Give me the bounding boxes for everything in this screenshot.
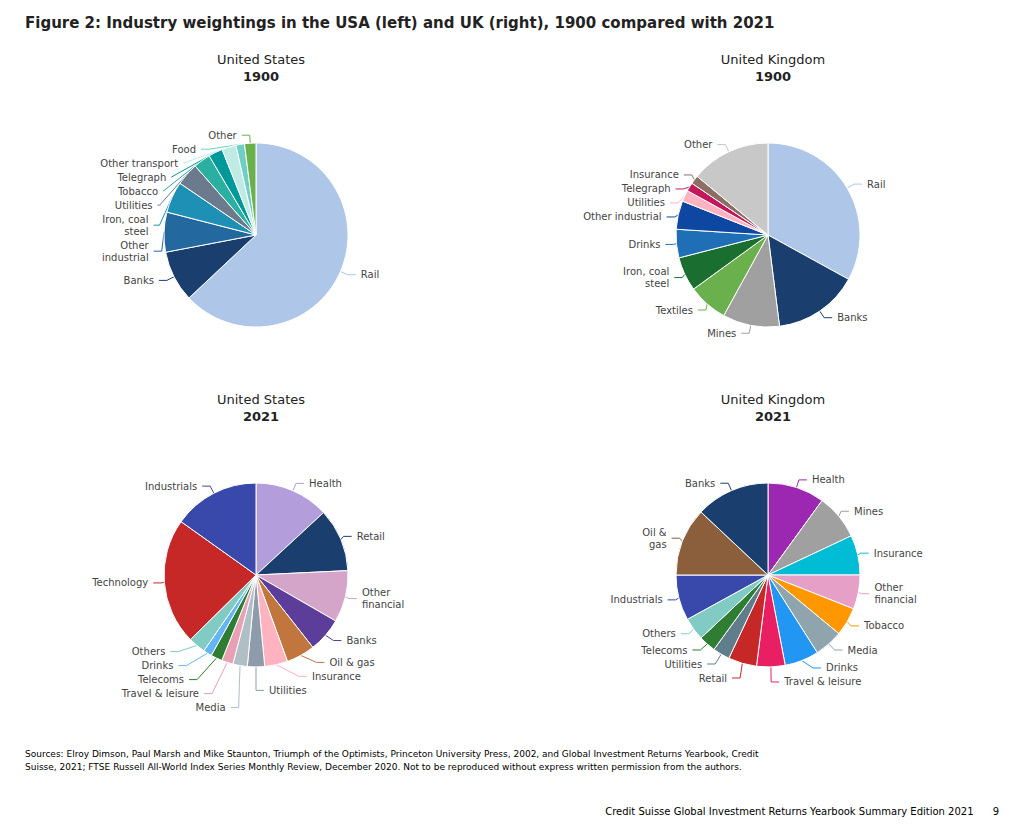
svg-text:Textiles: Textiles: [655, 305, 693, 316]
svg-text:Other: Other: [120, 240, 149, 251]
svg-text:steel: steel: [124, 226, 148, 237]
svg-text:financial: financial: [362, 599, 404, 610]
svg-text:Telegraph: Telegraph: [116, 172, 166, 183]
svg-text:Insurance: Insurance: [312, 671, 361, 682]
svg-text:financial: financial: [874, 594, 916, 605]
svg-text:Other: Other: [362, 587, 391, 598]
svg-text:Health: Health: [309, 478, 342, 489]
svg-text:Tobacco: Tobacco: [117, 186, 158, 197]
svg-text:steel: steel: [645, 278, 669, 289]
svg-text:Industrials: Industrials: [145, 481, 197, 492]
svg-text:gas: gas: [649, 539, 667, 550]
svg-text:United States: United States: [217, 392, 305, 407]
svg-text:Rail: Rail: [361, 269, 379, 280]
svg-text:Utilities: Utilities: [115, 200, 153, 211]
svg-text:Travel & leisure: Travel & leisure: [121, 688, 199, 699]
svg-text:Banks: Banks: [837, 312, 867, 323]
svg-text:United Kingdom: United Kingdom: [721, 392, 825, 407]
svg-text:Insurance: Insurance: [874, 548, 923, 559]
svg-text:Drinks: Drinks: [826, 662, 858, 673]
svg-text:Sources: Elroy Dimson, Paul Ma: Sources: Elroy Dimson, Paul Marsh and Mi…: [25, 749, 759, 759]
svg-text:Retail: Retail: [699, 673, 727, 684]
svg-text:Iron, coal: Iron, coal: [102, 214, 148, 225]
svg-text:Other: Other: [208, 130, 237, 141]
svg-text:Tobacco: Tobacco: [863, 620, 904, 631]
svg-text:2021: 2021: [243, 409, 279, 424]
svg-text:Telecoms: Telecoms: [137, 674, 184, 685]
svg-text:Banks: Banks: [124, 275, 154, 286]
svg-text:Credit Suisse Global Investmen: Credit Suisse Global Investment Returns …: [605, 806, 999, 817]
svg-text:Other transport: Other transport: [100, 158, 178, 169]
svg-text:Other industrial: Other industrial: [583, 211, 661, 222]
svg-text:Rail: Rail: [867, 179, 885, 190]
svg-text:Other: Other: [874, 582, 903, 593]
svg-text:Food: Food: [172, 144, 196, 155]
svg-text:2021: 2021: [755, 409, 791, 424]
svg-text:Insurance: Insurance: [630, 169, 679, 180]
svg-text:Media: Media: [196, 702, 226, 713]
svg-text:Oil &: Oil &: [642, 527, 667, 538]
svg-text:Mines: Mines: [707, 328, 736, 339]
svg-text:Media: Media: [848, 645, 878, 656]
svg-text:Utilities: Utilities: [665, 659, 703, 670]
svg-text:Oil & gas: Oil & gas: [329, 657, 374, 668]
svg-text:Others: Others: [132, 646, 166, 657]
svg-text:Iron, coal: Iron, coal: [623, 266, 669, 277]
svg-text:Health: Health: [812, 474, 845, 485]
svg-text:Utilities: Utilities: [269, 685, 307, 696]
svg-text:Telecoms: Telecoms: [640, 645, 687, 656]
svg-text:Drinks: Drinks: [141, 660, 173, 671]
svg-text:Banks: Banks: [346, 635, 376, 646]
svg-text:1900: 1900: [755, 69, 791, 84]
svg-text:Industrials: Industrials: [611, 594, 663, 605]
svg-text:1900: 1900: [243, 69, 279, 84]
svg-text:Others: Others: [642, 628, 676, 639]
svg-text:Other: Other: [684, 139, 713, 150]
svg-text:Mines: Mines: [854, 506, 883, 517]
svg-text:Technology: Technology: [91, 577, 148, 588]
svg-text:Travel & leisure: Travel & leisure: [783, 676, 861, 687]
svg-text:United Kingdom: United Kingdom: [721, 52, 825, 67]
svg-text:Utilities: Utilities: [627, 197, 665, 208]
svg-text:United States: United States: [217, 52, 305, 67]
svg-text:industrial: industrial: [102, 252, 149, 263]
svg-text:Drinks: Drinks: [628, 239, 660, 250]
svg-text:Figure 2: Industry weightings: Figure 2: Industry weightings in the USA…: [25, 14, 775, 32]
svg-text:Banks: Banks: [685, 478, 715, 489]
svg-text:Suisse, 2021; FTSE Russell All: Suisse, 2021; FTSE Russell All-World Ind…: [25, 762, 742, 772]
svg-text:Retail: Retail: [357, 531, 385, 542]
svg-text:Telegraph: Telegraph: [621, 183, 671, 194]
